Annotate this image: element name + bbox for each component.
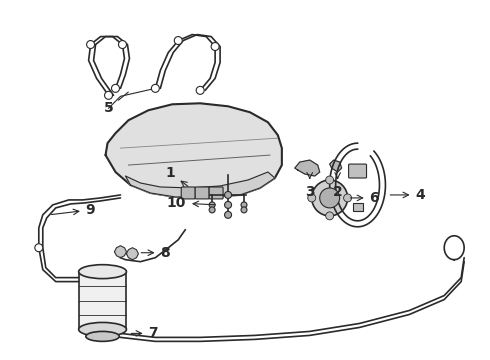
Text: 4: 4 (390, 188, 425, 202)
Circle shape (224, 192, 232, 198)
Circle shape (326, 212, 334, 220)
Polygon shape (115, 246, 126, 258)
FancyBboxPatch shape (195, 187, 209, 199)
Ellipse shape (78, 265, 126, 279)
Circle shape (312, 180, 347, 216)
FancyBboxPatch shape (181, 187, 195, 199)
Polygon shape (330, 160, 342, 172)
Text: 9: 9 (51, 203, 95, 217)
Circle shape (326, 176, 334, 184)
Polygon shape (105, 103, 282, 197)
Polygon shape (295, 160, 319, 176)
Circle shape (343, 194, 352, 202)
Bar (353, 203, 363, 211)
Circle shape (308, 194, 316, 202)
Circle shape (87, 41, 95, 49)
Bar (78, 272, 126, 329)
Circle shape (319, 188, 340, 208)
Circle shape (119, 41, 126, 49)
Circle shape (35, 244, 43, 252)
Text: 5: 5 (104, 92, 128, 115)
Circle shape (196, 86, 204, 94)
Text: 6: 6 (350, 191, 379, 205)
Circle shape (224, 201, 232, 208)
FancyBboxPatch shape (209, 187, 223, 199)
Text: 8: 8 (141, 246, 170, 260)
Ellipse shape (86, 332, 119, 341)
Circle shape (241, 207, 247, 213)
Circle shape (174, 37, 182, 45)
Circle shape (224, 211, 232, 219)
Text: 2: 2 (333, 172, 343, 199)
Circle shape (241, 202, 247, 208)
Ellipse shape (78, 323, 126, 336)
FancyBboxPatch shape (348, 164, 367, 178)
Polygon shape (125, 172, 275, 197)
Polygon shape (126, 248, 138, 260)
Circle shape (151, 84, 159, 92)
Text: 10: 10 (167, 196, 215, 210)
Circle shape (112, 84, 120, 92)
Text: 3: 3 (305, 172, 315, 199)
Circle shape (209, 207, 215, 213)
Text: 1: 1 (166, 166, 188, 187)
Circle shape (211, 42, 219, 50)
Circle shape (104, 91, 113, 99)
Circle shape (209, 202, 215, 208)
Text: 7: 7 (131, 327, 158, 341)
